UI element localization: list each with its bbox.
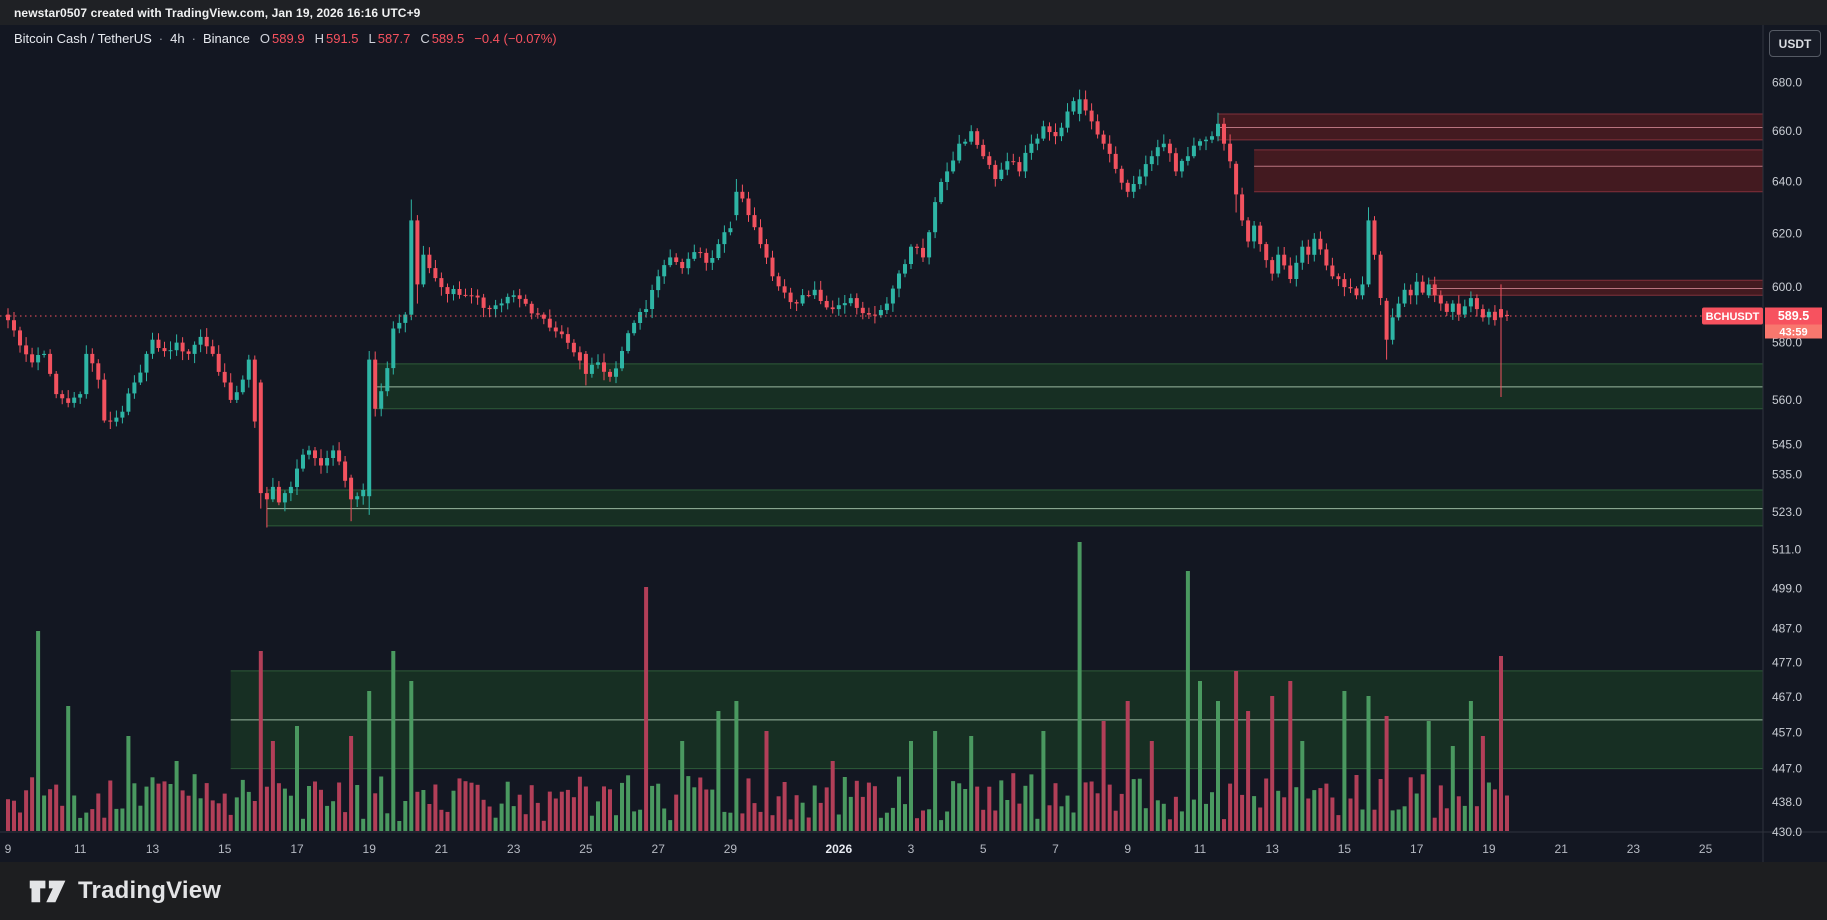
svg-text:447.0: 447.0 [1772,762,1802,776]
svg-text:589.5: 589.5 [1778,309,1809,323]
svg-text:13: 13 [1266,842,1280,856]
svg-text:438.0: 438.0 [1772,795,1802,809]
bottom-logo-bar: TradingView [0,862,1827,920]
separator-dot: · [191,31,196,46]
supply-demand-zones-layer [230,113,1764,770]
svg-text:487.0: 487.0 [1772,621,1802,635]
svg-text:15: 15 [1338,842,1352,856]
separator-dot: · [158,31,164,46]
low-label: L [368,31,376,46]
symbol-price-flag [1702,307,1763,325]
high-value: 591.5 [325,31,359,46]
svg-text:620.0: 620.0 [1772,227,1802,241]
svg-text:477.0: 477.0 [1772,655,1802,669]
svg-text:499.0: 499.0 [1772,582,1802,596]
svg-text:660.0: 660.0 [1772,124,1802,138]
symbol-legend[interactable]: Bitcoin Cash / TetherUS · 4h · Binance O… [14,31,557,46]
svg-text:640.0: 640.0 [1772,175,1802,189]
current-price-tag: BCHUSDT 589.5 43:59 [1702,307,1822,339]
svg-text:17: 17 [290,842,304,856]
close-value: 589.5 [431,31,465,46]
svg-text:545.0: 545.0 [1772,437,1802,451]
countdown-flag [1765,324,1822,339]
svg-text:9: 9 [5,842,12,856]
svg-text:17: 17 [1410,842,1424,856]
high-label: H [314,31,324,46]
attribution-text: newstar0507 created with TradingView.com… [14,5,421,20]
svg-text:27: 27 [652,842,666,856]
svg-text:29: 29 [724,842,738,856]
svg-text:511.0: 511.0 [1772,543,1801,557]
svg-text:23: 23 [507,842,521,856]
candles-layer [6,89,1509,528]
svg-text:25: 25 [579,842,593,856]
svg-text:467.0: 467.0 [1772,690,1802,704]
exchange-label[interactable]: Binance [202,31,250,46]
change-value: −0.4 (−0.07%) [474,31,557,46]
interval-label[interactable]: 4h [170,31,185,46]
svg-text:5: 5 [980,842,987,856]
svg-text:580.0: 580.0 [1772,336,1802,350]
svg-text:11: 11 [1194,842,1207,856]
open-value: 589.9 [272,31,305,46]
symbol-name[interactable]: Bitcoin Cash / TetherUS [14,31,152,46]
svg-text:680.0: 680.0 [1772,75,1802,89]
svg-text:523.0: 523.0 [1772,505,1802,519]
tradingview-mark-icon [29,880,66,903]
attribution-bar: newstar0507 created with TradingView.com… [0,0,1827,25]
svg-text:BCHUSDT: BCHUSDT [1706,311,1760,323]
svg-text:13: 13 [146,842,160,856]
svg-text:430.0: 430.0 [1772,825,1802,839]
svg-text:9: 9 [1124,842,1131,856]
countdown-text: 43:59 [1779,327,1807,339]
svg-text:23: 23 [1627,842,1641,856]
low-value: 587.7 [377,31,411,46]
tradingview-logo[interactable]: TradingView [28,876,221,906]
close-label: C [420,31,430,46]
currency-toggle-button[interactable]: USDT [1769,30,1821,57]
axis-lines [0,25,1827,862]
svg-text:3: 3 [908,842,915,856]
svg-text:21: 21 [435,842,449,856]
open-label: O [259,31,271,46]
price-flag [1765,307,1822,325]
tradingview-logo-text: TradingView [78,877,222,904]
svg-text:19: 19 [1482,842,1496,856]
svg-text:535.0: 535.0 [1772,468,1802,482]
svg-text:11: 11 [74,842,87,856]
svg-text:15: 15 [218,842,232,856]
chart-plot-area[interactable] [0,25,1827,862]
svg-text:600.0: 600.0 [1772,280,1802,294]
svg-text:457.0: 457.0 [1772,725,1802,739]
svg-text:560.0: 560.0 [1772,393,1802,407]
volume-layer [6,542,1509,831]
svg-text:7: 7 [1052,842,1059,856]
time-axis[interactable]: 9 11 13 15 17 19 21 23 25 27 29 2026 3 5 7 9 11 13 15 17 19 2… [5,842,1713,856]
svg-text:21: 21 [1555,842,1569,856]
svg-text:2026: 2026 [825,842,852,856]
svg-text:25: 25 [1699,842,1713,856]
price-axis[interactable]: 680.0 660.0 640.0 620.0 600.0 580.0 560.0 545.0… [1772,75,1802,839]
svg-text:19: 19 [363,842,377,856]
